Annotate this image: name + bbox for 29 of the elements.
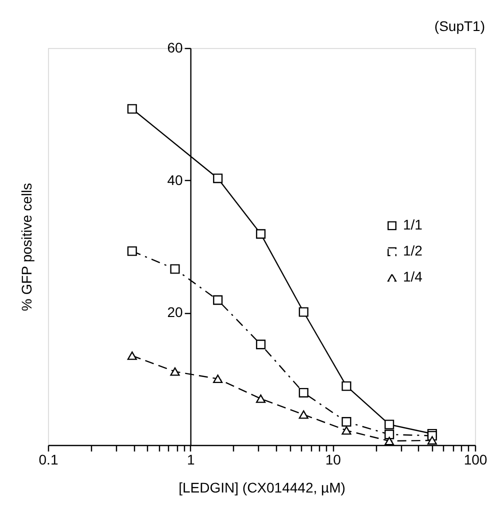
y-tick-label: 20 <box>167 304 184 320</box>
point <box>298 388 308 398</box>
y-tick-label: 40 <box>167 172 184 188</box>
point <box>384 436 394 445</box>
point <box>256 394 266 403</box>
point <box>256 340 266 350</box>
x-axis-title: [LEDGIN] (CX014442, µM) <box>178 480 346 496</box>
y-tick-label: 60 <box>167 40 184 56</box>
legend-label: 1/1 <box>403 216 423 233</box>
point <box>170 367 180 376</box>
point <box>342 417 352 427</box>
point <box>213 295 223 305</box>
point <box>427 436 437 445</box>
x-tick-label: 0.1 <box>38 452 58 468</box>
point <box>170 264 180 274</box>
x-tick-label: 100 <box>464 452 488 468</box>
point <box>298 410 308 419</box>
x-tick-label: 10 <box>325 452 342 468</box>
point <box>384 430 394 440</box>
text: (SupT1) <box>434 18 485 34</box>
point <box>127 246 137 256</box>
legend-label: 1/4 <box>403 268 423 285</box>
point <box>127 351 137 360</box>
legend-label: 1/2 <box>403 242 423 259</box>
point <box>342 426 352 435</box>
y-axis-title: % GFP positive cells <box>18 182 34 312</box>
x-tick-label: 1 <box>186 452 195 468</box>
point <box>127 104 137 114</box>
point <box>213 374 223 384</box>
